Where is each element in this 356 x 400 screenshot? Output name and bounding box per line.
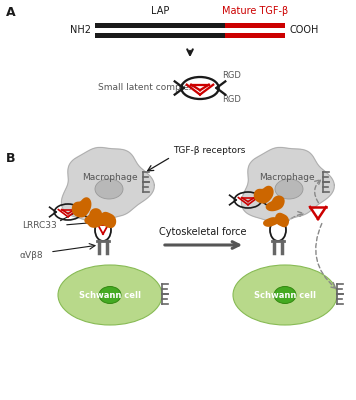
Ellipse shape	[274, 286, 296, 304]
Text: COOH: COOH	[289, 25, 318, 35]
Ellipse shape	[233, 265, 337, 325]
Text: RGD: RGD	[222, 96, 241, 104]
Text: NH2: NH2	[70, 25, 91, 35]
Bar	[225, 32, 285, 38]
Text: TGF-β receptors: TGF-β receptors	[173, 146, 245, 155]
Polygon shape	[241, 148, 334, 223]
Polygon shape	[100, 212, 116, 228]
Bar	[95, 32, 225, 38]
Polygon shape	[266, 196, 285, 211]
Text: Macrophage: Macrophage	[259, 172, 315, 182]
Polygon shape	[254, 186, 274, 204]
Text: Schwann cell: Schwann cell	[79, 290, 141, 300]
Polygon shape	[72, 197, 91, 218]
Ellipse shape	[95, 179, 123, 199]
Polygon shape	[88, 216, 106, 228]
Bar	[95, 22, 225, 28]
Text: Schwann cell: Schwann cell	[254, 290, 316, 300]
Text: Cytoskeletal force: Cytoskeletal force	[159, 227, 247, 237]
Polygon shape	[263, 217, 279, 227]
Text: Macrophage: Macrophage	[82, 172, 138, 182]
Bar	[225, 22, 285, 28]
Polygon shape	[275, 213, 289, 227]
Text: LAP: LAP	[151, 6, 169, 16]
Ellipse shape	[58, 265, 162, 325]
Ellipse shape	[275, 179, 303, 199]
Text: A: A	[6, 6, 16, 19]
Ellipse shape	[99, 286, 121, 304]
Text: B: B	[6, 152, 16, 165]
Text: Mature TGF-β: Mature TGF-β	[222, 6, 288, 16]
Polygon shape	[62, 148, 154, 223]
Text: Small latent complex: Small latent complex	[98, 84, 194, 92]
Text: LRRC33: LRRC33	[22, 220, 57, 230]
Text: RGD: RGD	[222, 72, 241, 80]
Text: αVβ8: αVβ8	[20, 250, 44, 260]
Polygon shape	[84, 208, 102, 225]
